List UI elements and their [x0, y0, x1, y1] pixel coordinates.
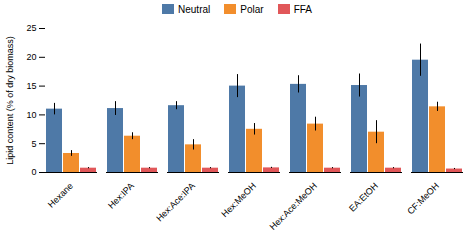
svg-text:20: 20 [26, 52, 36, 62]
svg-text:Lipid content (% of dry biomas: Lipid content (% of dry biomass) [5, 36, 15, 165]
svg-text:EA:EtOH: EA:EtOH [347, 181, 380, 214]
html-text:Polar: Polar [240, 3, 264, 15]
svg-text:CF:MeOH: CF:MeOH [405, 181, 441, 217]
svg-text:Hex:Ace:IPA: Hex:Ace:IPA [154, 181, 197, 224]
svg-text:5: 5 [31, 139, 36, 149]
svg-text:Hex:IPA: Hex:IPA [106, 181, 136, 211]
svg-text:10: 10 [26, 110, 36, 120]
html-text:Neutral: Neutral [178, 3, 211, 15]
svg-text:25: 25 [26, 23, 36, 33]
svg-text:0: 0 [31, 167, 36, 177]
svg-text:Hex:MeOH: Hex:MeOH [219, 181, 258, 220]
svg-text:15: 15 [26, 81, 36, 91]
svg-text:Hexane: Hexane [46, 181, 75, 210]
html-text:FFA: FFA [293, 3, 312, 15]
svg-text:Hex:Ace:MeOH: Hex:Ace:MeOH [268, 181, 319, 230]
